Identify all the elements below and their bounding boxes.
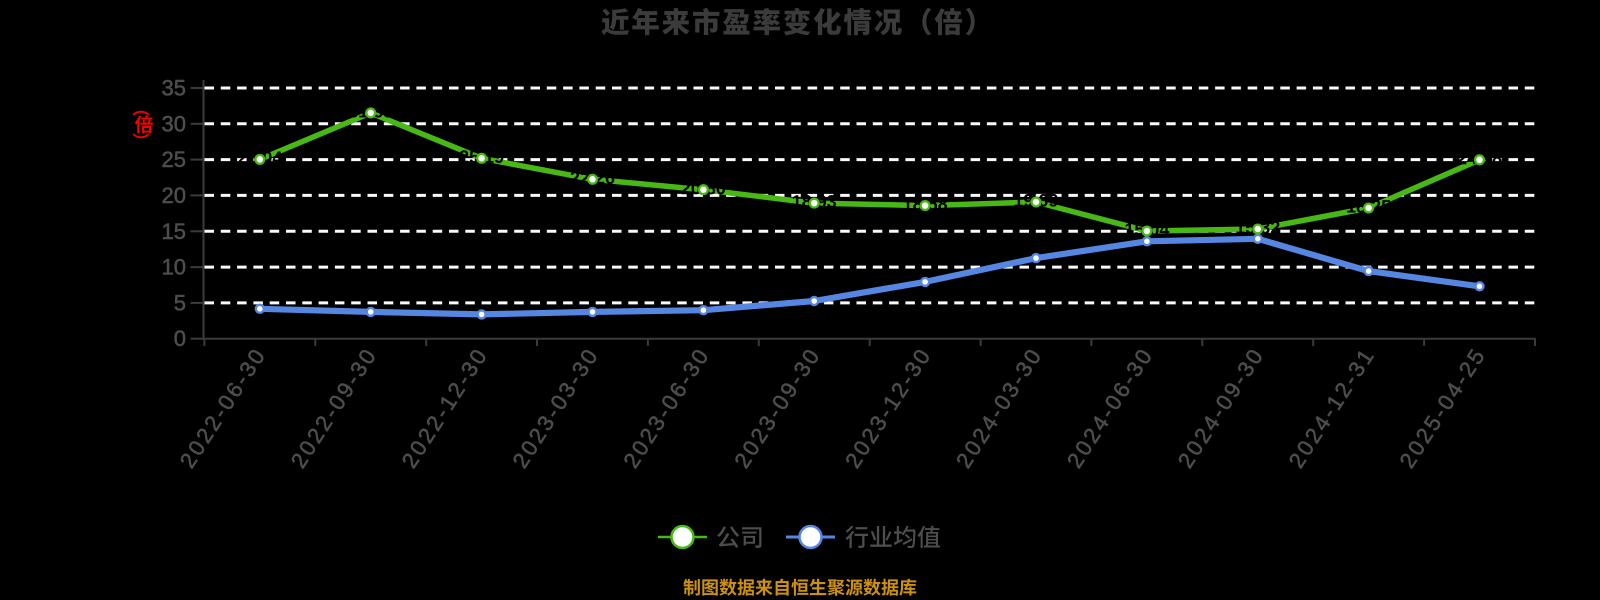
svg-text:0: 0 <box>174 326 186 351</box>
svg-text:2023-09-30: 2023-09-30 <box>729 343 825 473</box>
svg-text:10: 10 <box>162 255 186 280</box>
svg-text:2024-03-30: 2024-03-30 <box>951 343 1047 473</box>
svg-text:2024-06-30: 2024-06-30 <box>1062 343 1158 473</box>
svg-text:2024-12-31: 2024-12-31 <box>1284 343 1380 473</box>
svg-text:2024-09-30: 2024-09-30 <box>1173 343 1269 473</box>
svg-text:2022-06-30: 2022-06-30 <box>175 343 271 473</box>
svg-text:30: 30 <box>162 111 186 136</box>
svg-text:2025-04-25: 2025-04-25 <box>1394 343 1490 473</box>
svg-text:25: 25 <box>162 147 186 172</box>
svg-text:2023-12-30: 2023-12-30 <box>840 343 936 473</box>
svg-text:2022-12-30: 2022-12-30 <box>397 343 493 473</box>
svg-text:5: 5 <box>174 290 186 315</box>
svg-text:35: 35 <box>162 76 186 101</box>
svg-text:2022-09-30: 2022-09-30 <box>286 343 382 473</box>
svg-text:20: 20 <box>162 183 186 208</box>
svg-text:15: 15 <box>162 219 186 244</box>
svg-text:2023-03-30: 2023-03-30 <box>507 343 603 473</box>
svg-text:2023-06-30: 2023-06-30 <box>618 343 714 473</box>
